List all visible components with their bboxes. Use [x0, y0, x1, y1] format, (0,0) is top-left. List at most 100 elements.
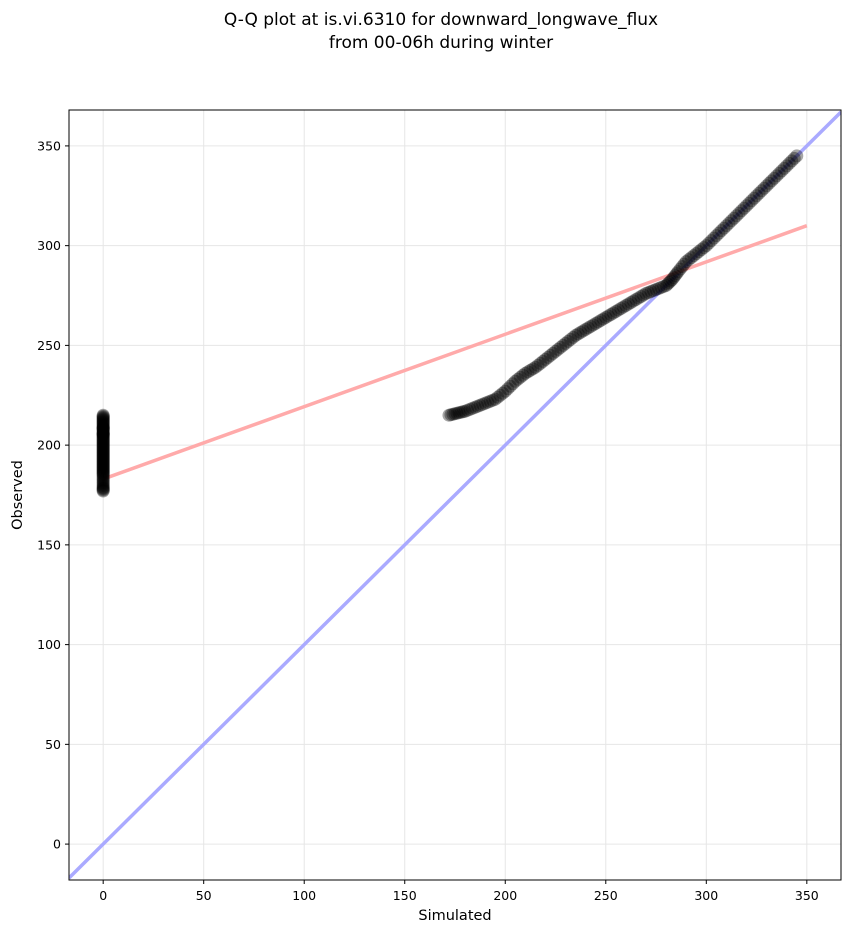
qq-point: [454, 405, 468, 419]
qq-point: [687, 249, 701, 263]
qq-point: [654, 281, 668, 295]
qq-point: [458, 404, 472, 418]
qq-point-zero-cluster: [96, 468, 110, 482]
qq-point: [606, 306, 620, 320]
qq-point-zero-cluster: [96, 409, 110, 423]
qq-point-zero-cluster: [96, 450, 110, 464]
qq-point: [652, 282, 666, 296]
qq-point-zero-cluster: [96, 479, 110, 493]
qq-point-zero-cluster: [96, 464, 110, 478]
x-tick-label: 350: [795, 888, 819, 903]
y-tick-label: 300: [37, 238, 61, 253]
qq-point-zero-cluster: [96, 435, 110, 449]
qq-point: [521, 365, 535, 379]
qq-point: [456, 405, 470, 419]
qq-point: [599, 310, 613, 324]
qq-point: [546, 346, 560, 360]
qq-point: [647, 284, 661, 298]
qq-point: [742, 196, 756, 210]
qq-point-zero-cluster: [96, 457, 110, 471]
qq-point: [621, 297, 635, 311]
qq-point-zero-cluster: [96, 447, 110, 461]
qq-point-zero-cluster: [96, 453, 110, 467]
qq-point: [785, 154, 799, 168]
y-axis-ticks: 0 50 100 150 200 250 300 350: [37, 138, 69, 852]
qq-point: [745, 194, 759, 208]
qq-point: [609, 304, 623, 318]
qq-point-zero-cluster: [96, 423, 110, 437]
qq-point: [649, 283, 663, 297]
qq-point-zero-cluster: [96, 467, 110, 481]
qq-point: [471, 399, 485, 413]
qq-point: [446, 407, 460, 421]
qq-point-zero-cluster: [96, 481, 110, 495]
qq-point-zero-cluster: [96, 434, 110, 448]
qq-point-zero-cluster: [96, 473, 110, 487]
qq-point-zero-cluster: [96, 474, 110, 488]
qq-point: [707, 231, 721, 245]
qq-point: [636, 288, 650, 302]
qq-point-zero-cluster: [96, 442, 110, 456]
qq-point: [584, 319, 598, 333]
qq-point: [702, 236, 716, 250]
qq-point: [450, 406, 464, 420]
y-tick-label: 150: [37, 537, 61, 552]
qq-point-zero-cluster: [96, 428, 110, 442]
qq-point-zero-cluster: [96, 436, 110, 450]
qq-point: [491, 390, 505, 404]
qq-point: [503, 379, 517, 393]
qq-point-zero-cluster: [96, 465, 110, 479]
qq-point-zero-cluster: [96, 421, 110, 435]
qq-point-zero-cluster: [96, 483, 110, 497]
qq-point: [740, 199, 754, 213]
qq-point: [551, 342, 565, 356]
data-points: [96, 149, 804, 498]
qq-point: [626, 294, 640, 308]
qq-point: [444, 408, 458, 422]
qq-point: [790, 149, 804, 163]
qq-point: [543, 348, 557, 362]
qq-point: [724, 214, 738, 228]
qq-point: [589, 316, 603, 330]
qq-point: [476, 397, 490, 411]
grid: [69, 110, 841, 880]
qq-point: [481, 395, 495, 409]
qq-point-zero-cluster: [96, 482, 110, 496]
qq-point: [513, 370, 527, 384]
qq-point: [644, 285, 658, 299]
qq-point-zero-cluster: [96, 476, 110, 490]
qq-point-zero-cluster: [96, 422, 110, 436]
qq-point: [722, 216, 736, 230]
qq-point: [714, 224, 728, 238]
qq-point: [579, 322, 593, 336]
qq-point: [709, 229, 723, 243]
qq-point: [442, 408, 456, 422]
qq-point: [684, 251, 698, 265]
y-tick-label: 50: [45, 737, 61, 752]
qq-point: [538, 352, 552, 366]
qq-point: [574, 325, 588, 339]
qq-point-zero-cluster: [96, 408, 110, 422]
qq-point: [675, 260, 689, 274]
qq-point-zero-cluster: [96, 459, 110, 473]
qq-point: [528, 360, 542, 374]
qq-point: [787, 151, 801, 165]
qq-point: [732, 206, 746, 220]
qq-point: [556, 338, 570, 352]
qq-point: [677, 257, 691, 271]
y-tick-label: 200: [37, 438, 61, 453]
qq-point-zero-cluster: [96, 460, 110, 474]
qq-point: [629, 293, 643, 307]
qq-point: [747, 191, 761, 205]
qq-point-zero-cluster: [96, 446, 110, 460]
y-tick-label: 350: [37, 138, 61, 153]
qq-point-zero-cluster: [96, 480, 110, 494]
qq-point: [571, 327, 585, 341]
qq-point: [665, 273, 679, 287]
qq-point: [461, 403, 475, 417]
qq-point-zero-cluster: [96, 440, 110, 454]
qq-point: [657, 280, 671, 294]
qq-point: [466, 401, 480, 415]
qq-point: [536, 354, 550, 368]
qq-point: [468, 400, 482, 414]
